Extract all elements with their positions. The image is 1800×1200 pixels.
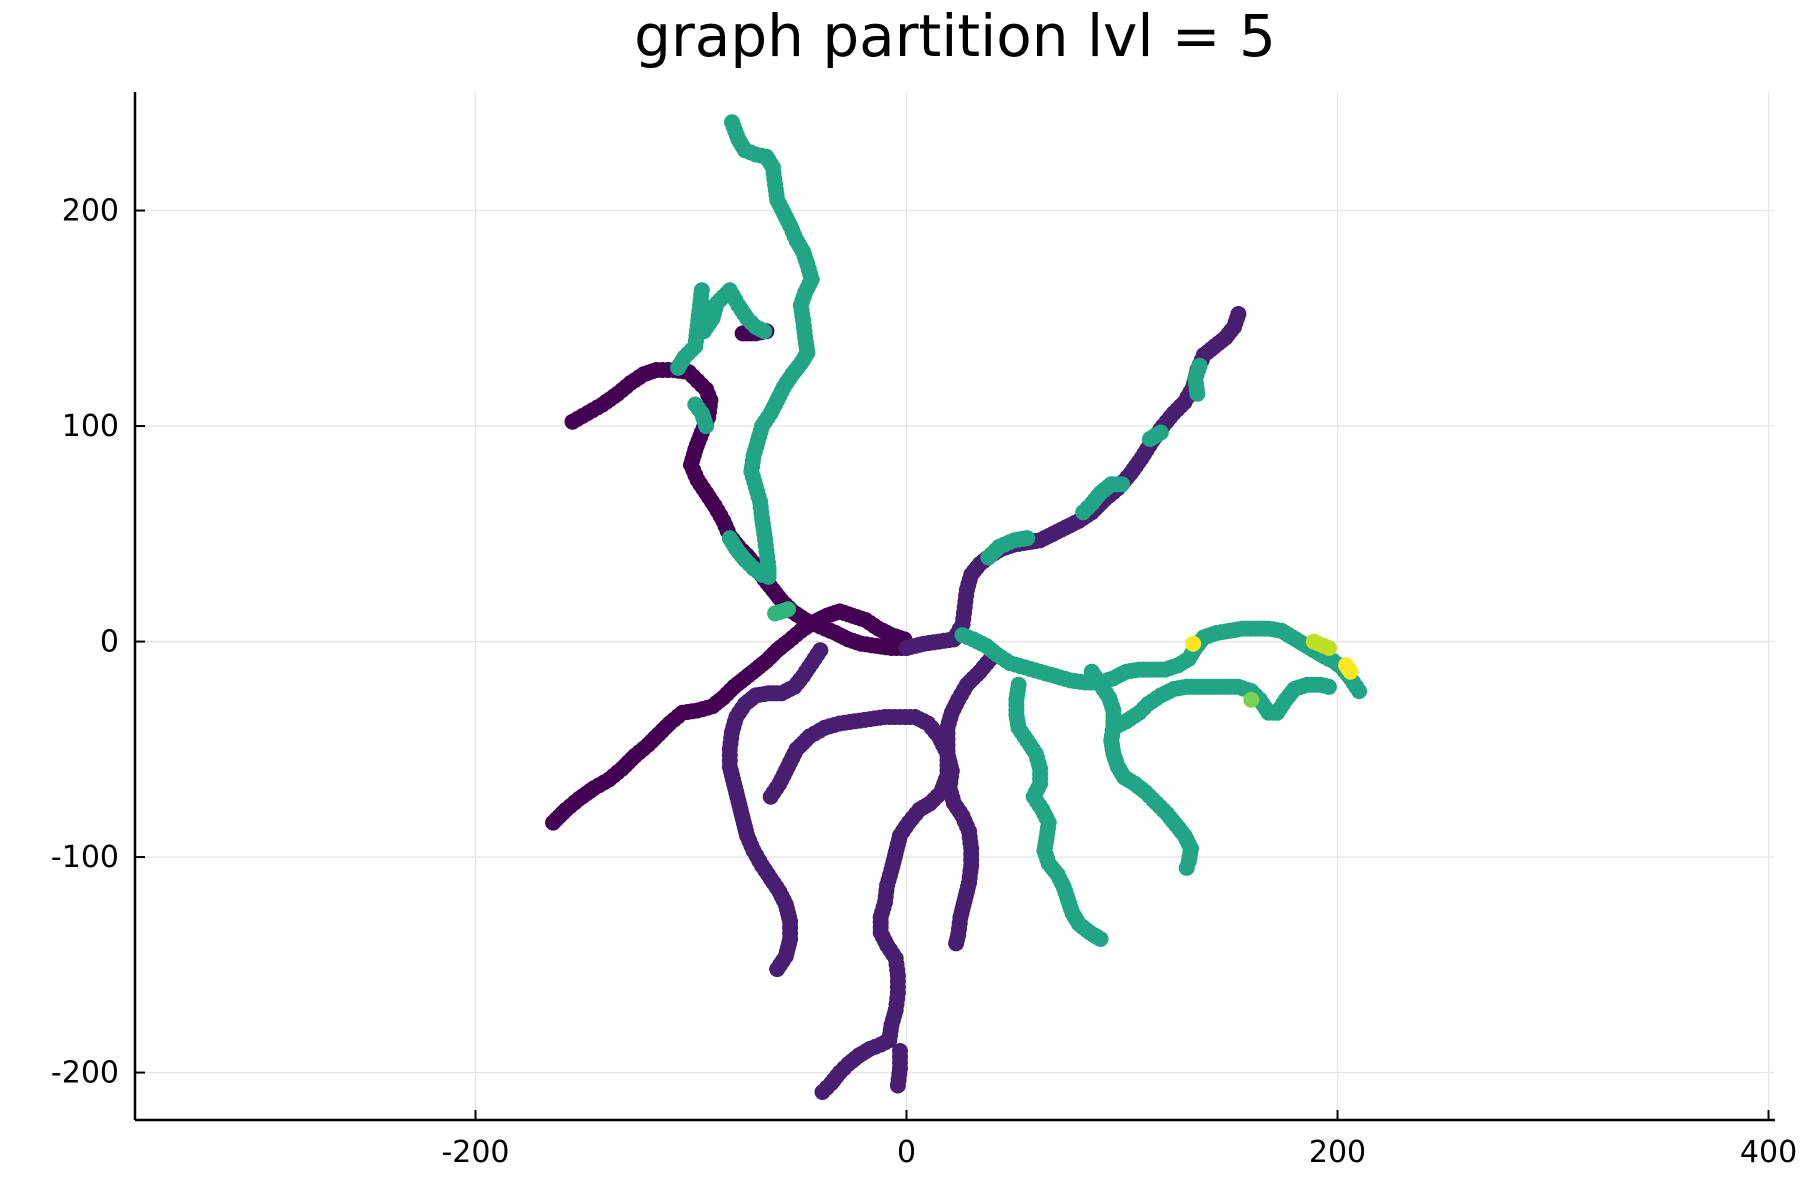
x-tick-label: 400 xyxy=(1740,1135,1797,1170)
data-point xyxy=(889,1077,906,1094)
data-point xyxy=(780,601,796,618)
data-point xyxy=(1351,683,1368,700)
data-point xyxy=(670,359,687,376)
data-point xyxy=(948,935,965,952)
y-tick-label: -200 xyxy=(51,1056,119,1091)
y-tick-label: -100 xyxy=(51,840,119,875)
x-tick-label: 0 xyxy=(897,1135,916,1170)
y-tick-label: 0 xyxy=(100,625,119,660)
data-points xyxy=(545,114,1368,1100)
data-point xyxy=(1230,306,1247,322)
x-tick-label: 200 xyxy=(1309,1135,1366,1170)
data-point xyxy=(734,325,751,342)
data-point xyxy=(1152,424,1169,441)
data-point xyxy=(1019,530,1036,547)
data-point xyxy=(1320,640,1337,656)
data-point xyxy=(754,566,771,583)
x-tick-label: -200 xyxy=(441,1135,509,1170)
data-point xyxy=(1320,678,1337,695)
data-point xyxy=(1243,691,1260,708)
axes: -200 0 200 400 -200 -100 0 100 200 xyxy=(51,92,1797,1170)
data-point xyxy=(814,1084,831,1100)
data-point xyxy=(1178,859,1195,876)
data-point xyxy=(769,961,786,978)
data-point xyxy=(1191,357,1208,374)
grid xyxy=(135,92,1775,1120)
y-tick-label: 200 xyxy=(62,194,119,229)
chart-title: graph partition lvl = 5 xyxy=(634,2,1276,70)
data-point xyxy=(698,418,715,434)
y-tick-label: 100 xyxy=(62,409,119,444)
data-point xyxy=(756,323,773,340)
data-point xyxy=(1338,657,1355,674)
data-point xyxy=(1185,635,1202,652)
data-point xyxy=(1114,476,1130,493)
data-point xyxy=(1092,931,1109,947)
